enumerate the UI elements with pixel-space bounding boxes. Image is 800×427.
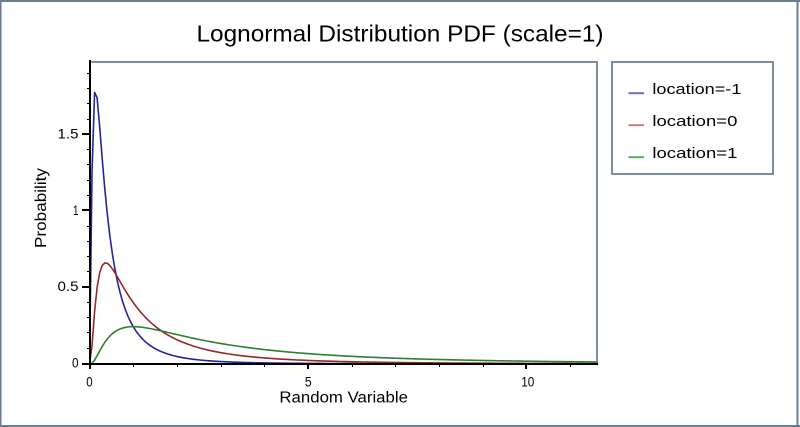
svg-text:Random Variable: Random Variable [279, 389, 408, 406]
svg-text:1: 1 [73, 203, 79, 218]
svg-text:Lognormal Distribution PDF (sc: Lognormal Distribution PDF (scale=1) [197, 21, 604, 47]
svg-text:10: 10 [521, 375, 534, 390]
svg-text:location=1: location=1 [652, 145, 737, 162]
svg-text:5: 5 [305, 375, 312, 390]
svg-text:location=0: location=0 [652, 113, 737, 130]
svg-text:location=-1: location=-1 [652, 81, 741, 98]
svg-text:0: 0 [86, 375, 92, 390]
svg-text:0.5: 0.5 [58, 279, 79, 294]
svg-text:0: 0 [72, 356, 79, 371]
svg-text:Probability: Probability [33, 168, 50, 248]
svg-text:1.5: 1.5 [58, 127, 79, 142]
